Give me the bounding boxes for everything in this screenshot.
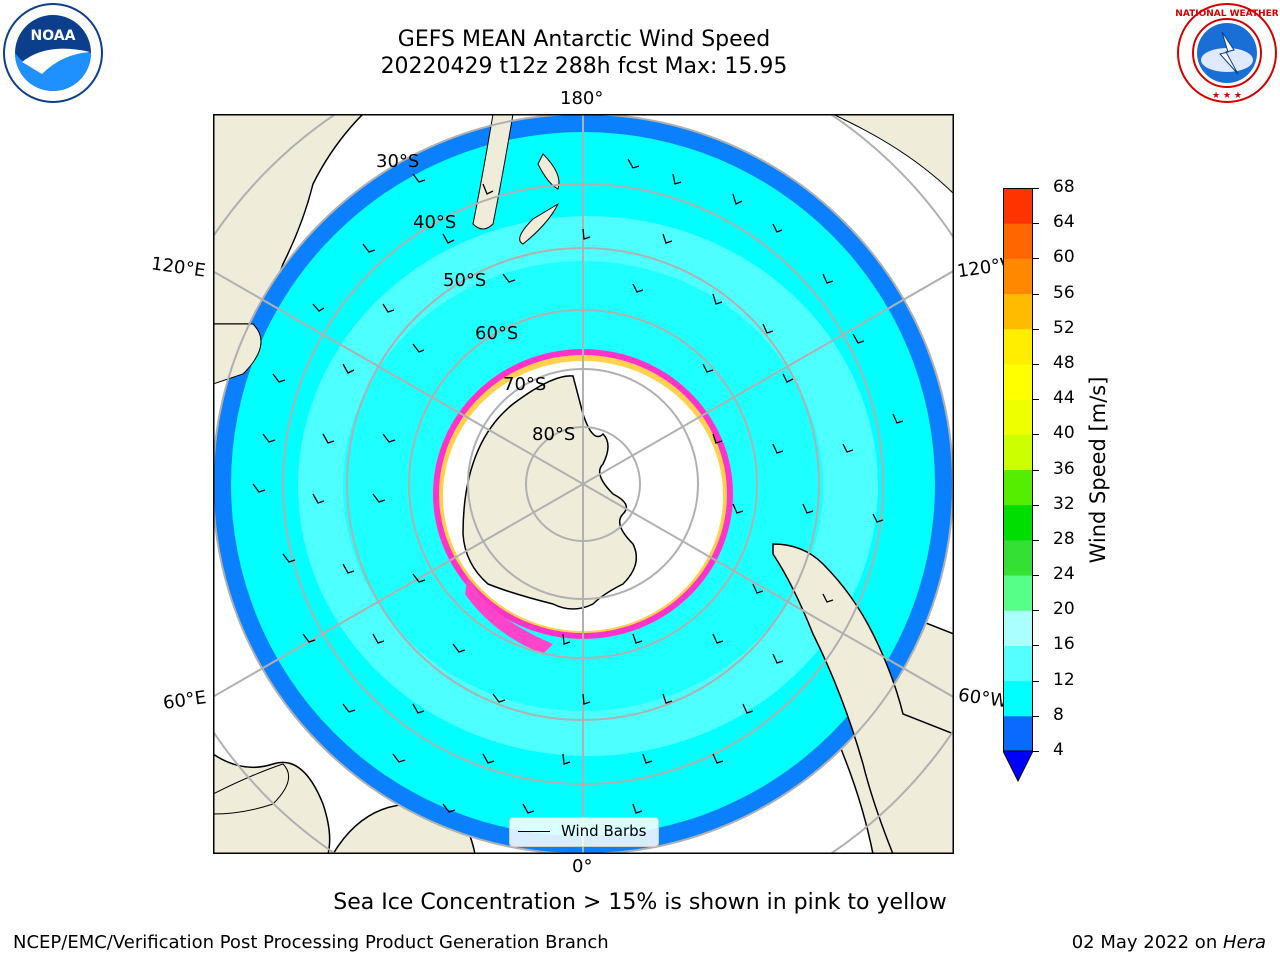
svg-text:★ ★ ★: ★ ★ ★ <box>1212 91 1242 101</box>
colorbar-tick-label: 56 <box>1053 282 1075 303</box>
colorbar-tick-mark <box>1033 399 1039 401</box>
colorbar-tick-label: 68 <box>1053 177 1075 197</box>
colorbar-tick-mark <box>1033 469 1039 471</box>
colorbar-bin <box>1003 223 1033 259</box>
noaa-text: NOAA <box>31 28 76 44</box>
colorbar-tick-label: 24 <box>1053 564 1075 585</box>
colorbar-tick-label: 4 <box>1053 740 1064 760</box>
wind-barbs <box>252 158 904 814</box>
colorbar-tick-mark <box>1033 293 1039 295</box>
colorbar-bin <box>1003 504 1033 541</box>
colorbar-bin <box>1003 293 1033 330</box>
colorbar-tick-label: 40 <box>1053 423 1075 444</box>
colorbar-tick-mark <box>1033 680 1039 682</box>
colorbar-tick-mark <box>1033 575 1039 577</box>
lon-label-180: 180° <box>560 88 604 109</box>
colorbar-tick-mark <box>1033 539 1039 541</box>
colorbar-bin <box>1003 399 1033 435</box>
colorbar-bin <box>1003 715 1033 752</box>
lon-label-60e: 60°E <box>161 687 208 714</box>
polar-map <box>213 114 954 854</box>
colorbar-bin <box>1003 610 1033 646</box>
lat-label-30s: 30°S <box>376 151 420 172</box>
colorbar-bin <box>1003 469 1033 506</box>
lat-label-40s: 40°S <box>413 212 457 233</box>
colorbar-tick-mark <box>1033 610 1039 612</box>
weddell-sea-ice <box>465 574 553 654</box>
colorbar-tick-mark <box>1033 434 1039 436</box>
colorbar-tick-mark <box>1033 751 1039 752</box>
footer-organization: NCEP/EMC/Verification Post Processing Pr… <box>13 932 609 953</box>
colorbar-tick-label: 20 <box>1053 599 1075 620</box>
noaa-logo: NOAA <box>3 3 103 103</box>
colorbar-bin <box>1003 680 1033 717</box>
colorbar-tick-mark <box>1033 363 1039 365</box>
colorbar-label: Wind Speed [m/s] <box>1086 376 1110 564</box>
map-legend: Wind Barbs <box>509 817 659 847</box>
colorbar-tick-label: 64 <box>1053 212 1075 233</box>
lon-label-0: 0° <box>572 856 593 877</box>
colorbar-border <box>1003 188 1033 752</box>
wind-barb-legend-line <box>518 831 550 832</box>
colorbar-tick-mark <box>1033 223 1039 225</box>
colorbar-tick-mark <box>1033 645 1039 647</box>
colorbar-tick-label: 44 <box>1053 388 1075 409</box>
colorbar-bin <box>1003 575 1033 611</box>
colorbar-tick-mark <box>1033 258 1039 260</box>
colorbar-bin <box>1003 328 1033 365</box>
colorbar-bin <box>1003 434 1033 470</box>
chart-subtitle: 20220429 t12z 288h fcst Max: 15.95 <box>380 54 788 79</box>
footer-date: 02 May 2022 on Hera <box>1072 932 1266 953</box>
colorbar-tick-mark <box>1033 188 1039 189</box>
colorbar-extend-arrow <box>1003 750 1033 783</box>
colorbar-tick-mark <box>1033 504 1039 506</box>
lat-label-60s: 60°S <box>475 323 519 344</box>
colorbar-tick-label: 36 <box>1053 458 1075 479</box>
colorbar-tick-label: 48 <box>1053 352 1075 373</box>
svg-text:NATIONAL WEATHER: NATIONAL WEATHER <box>1176 9 1278 19</box>
colorbar-tick-mark <box>1033 715 1039 717</box>
colorbar-bin <box>1003 258 1033 295</box>
colorbar-tick-mark <box>1033 328 1039 330</box>
footer-machine: Hera <box>1222 932 1266 953</box>
lon-label-120e: 120°E <box>149 253 207 282</box>
footer-date-text: 02 May 2022 on <box>1071 932 1223 953</box>
nws-logo: NATIONAL WEATHER ★ ★ ★ <box>1176 3 1278 103</box>
colorbar-tick-label: 32 <box>1053 493 1075 514</box>
colorbar-tick-label: 52 <box>1053 317 1075 338</box>
colorbar-tick-label: 16 <box>1053 634 1075 655</box>
lat-label-50s: 50°S <box>443 270 487 291</box>
new-zealand-island <box>537 153 560 190</box>
sea-ice-caption: Sea Ice Concentration > 15% is shown in … <box>333 890 947 915</box>
lat-label-80s: 80°S <box>532 424 576 445</box>
colorbar-tick-label: 28 <box>1053 528 1075 549</box>
legend-label: Wind Barbs <box>561 822 647 840</box>
colorbar-bin <box>1003 363 1033 400</box>
lat-label-70s: 70°S <box>503 374 547 395</box>
colorbar <box>1003 188 1033 783</box>
colorbar-bin <box>1003 645 1033 682</box>
chart-title: GEFS MEAN Antarctic Wind Speed <box>397 27 771 52</box>
colorbar-tick-label: 12 <box>1053 669 1075 690</box>
lon-label-60w: 60°W <box>956 684 1009 713</box>
colorbar-bin <box>1003 539 1033 576</box>
colorbar-tick-label: 8 <box>1053 704 1064 725</box>
colorbar-bin <box>1003 188 1033 224</box>
colorbar-tick-label: 60 <box>1053 247 1075 268</box>
